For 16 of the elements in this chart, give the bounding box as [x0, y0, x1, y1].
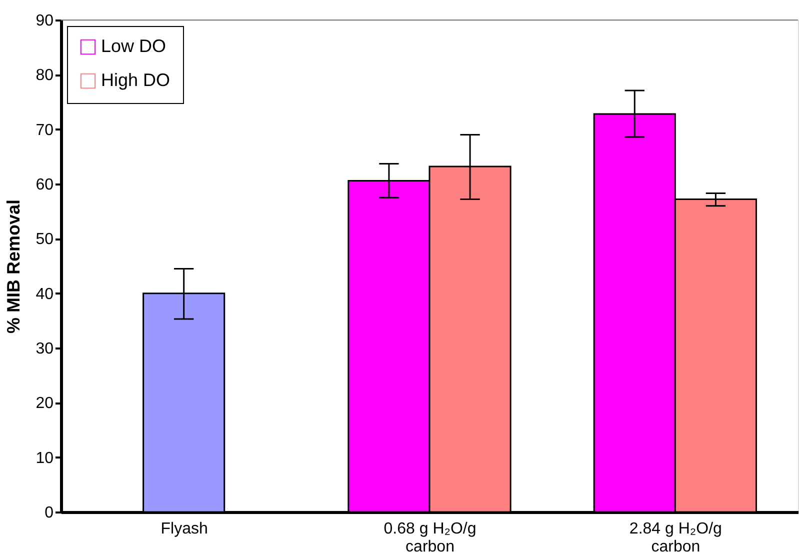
- y-tick-label: 80: [36, 67, 54, 84]
- y-tick-label: 70: [36, 122, 54, 139]
- y-axis-title: % MIB Removal: [4, 199, 24, 334]
- y-tick-label: 20: [36, 395, 54, 412]
- y-tick-label: 40: [36, 286, 54, 303]
- x-tick-label: Flyash: [160, 520, 208, 538]
- y-tick-label: 60: [36, 176, 54, 194]
- legend-label: Low DO: [101, 36, 166, 56]
- y-tick-label: 50: [36, 231, 54, 248]
- y-tick-label: 90: [36, 12, 54, 30]
- x-tick-label: 0.68 g H₂O/g carbon: [384, 520, 476, 556]
- y-tick-label: 30: [36, 340, 54, 358]
- y-tick-label: 0: [44, 504, 54, 522]
- y-tick-label: 10: [36, 450, 54, 467]
- legend-label: High DO: [101, 70, 170, 90]
- x-tick-label: 2.84 g H₂O/g carbon: [629, 520, 722, 556]
